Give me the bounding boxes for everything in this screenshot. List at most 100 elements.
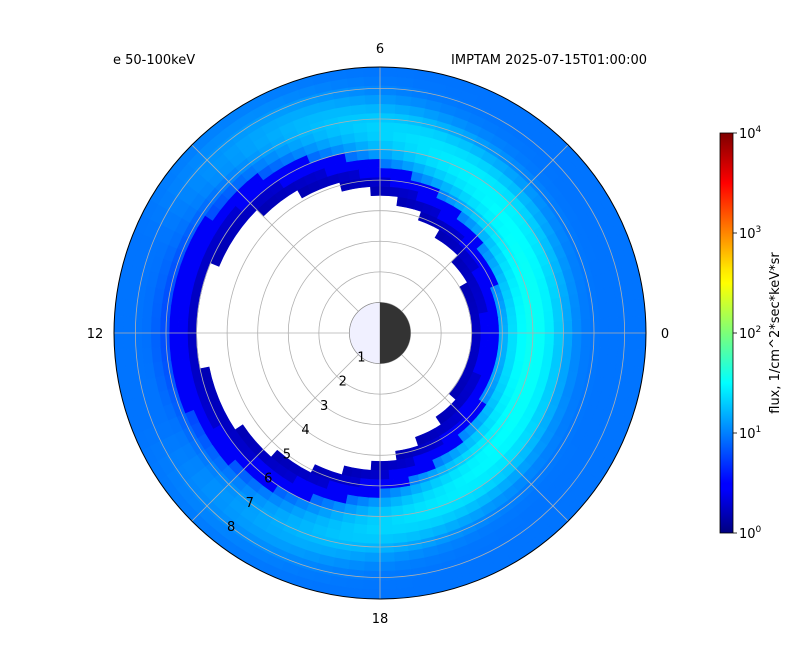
flux-cell: [471, 326, 482, 334]
flux-cell: [114, 314, 115, 334]
flux-cell: [505, 349, 517, 361]
flux-cell: [379, 552, 396, 563]
flux-cell: [360, 469, 372, 480]
flux-cell: [516, 341, 527, 353]
flux-cell: [389, 478, 401, 489]
flux-cell: [388, 459, 399, 471]
flux-cell: [392, 122, 408, 134]
flux-cell: [379, 497, 392, 508]
flux-cell: [570, 306, 582, 321]
flux-cell: [599, 332, 610, 349]
flux-cell: [160, 303, 172, 320]
flux-cell: [353, 131, 368, 143]
flux-cell: [379, 488, 392, 499]
flux-cell: [187, 320, 198, 334]
flux-cell: [352, 532, 368, 544]
flux-cell: [391, 149, 405, 161]
flux-cell: [365, 112, 381, 123]
flux-cell: [349, 550, 366, 563]
flux-cell: [617, 332, 628, 350]
mlt-tick-label: 0: [661, 327, 669, 342]
flux-cell: [379, 149, 393, 160]
flux-cell: [608, 317, 619, 334]
flux-cell: [159, 318, 170, 334]
flux-cell: [348, 560, 366, 572]
flux-cell: [348, 94, 366, 106]
radial-tick-label: 4: [301, 423, 309, 438]
flux-cell: [132, 316, 143, 334]
flux-cell: [590, 318, 601, 334]
flux-cell: [498, 332, 509, 342]
radial-tick-label: 6: [264, 472, 272, 487]
flux-cell: [150, 317, 161, 334]
flux-cell: [370, 469, 381, 481]
flux-cell: [553, 332, 564, 346]
radial-tick-label: 5: [283, 447, 291, 462]
flux-cell: [150, 302, 163, 319]
colorbar-gradient: [719, 132, 734, 534]
flux-cell: [534, 342, 546, 355]
flux-cell: [379, 506, 393, 517]
flux-cell: [187, 332, 198, 346]
flux-cell: [370, 460, 381, 471]
flux-cell: [356, 496, 370, 508]
flux-cell: [507, 332, 518, 343]
mlt-tick-label: 18: [372, 612, 389, 627]
flux-cell: [626, 332, 638, 351]
flux-cell: [379, 158, 392, 169]
flux-cell: [379, 67, 399, 68]
flux-cell: [141, 332, 152, 349]
flux-cell: [350, 113, 367, 125]
flux-cell: [367, 515, 381, 526]
flux-cell: [394, 103, 411, 116]
flux-cell: [363, 570, 381, 581]
flux-cell: [391, 514, 406, 526]
flux-cell: [355, 505, 369, 517]
flux-cell: [497, 340, 509, 351]
flux-cell: [645, 314, 646, 334]
flux-cell: [114, 332, 115, 352]
flux-cell: [496, 348, 508, 359]
flux-cell: [364, 94, 381, 105]
flux-cell: [379, 469, 390, 481]
flux-cell: [379, 460, 390, 471]
flux-cell: [349, 103, 366, 116]
flux-cell: [362, 67, 381, 78]
chart-title-right: IMPTAM 2025-07-15T01:00:00: [451, 53, 647, 68]
grid-spoke: [379, 144, 569, 334]
radial-tick-label: 2: [339, 375, 347, 390]
flux-cell: [379, 515, 393, 526]
flux-cell: [362, 75, 381, 87]
chart-title-left: e 50-100keV: [113, 53, 195, 68]
flux-cell: [506, 314, 518, 325]
flux-cell: [358, 487, 371, 499]
colorbar-ticks: 100 101 102 103 104: [733, 125, 762, 542]
flux-cell: [379, 588, 398, 599]
flux-cell: [168, 318, 179, 334]
flux-cell: [379, 534, 395, 545]
colorbar-tick-label: 101: [739, 425, 761, 442]
flux-cell: [516, 332, 528, 343]
flux-cell: [487, 347, 499, 357]
flux-cell: [608, 332, 619, 349]
flux-cell: [389, 487, 402, 499]
flux-cell: [488, 339, 500, 349]
flux-cell: [526, 322, 537, 334]
flux-cell: [379, 75, 398, 87]
flux-cell: [561, 344, 573, 359]
flux-cell: [553, 320, 564, 334]
flux-cell: [365, 121, 381, 132]
flux-cell: [177, 332, 189, 347]
flux-cell: [362, 588, 381, 599]
flux-cell: [159, 332, 170, 348]
flux-cell: [366, 130, 381, 142]
earth-dayside: [349, 302, 381, 364]
flux-cell: [534, 311, 546, 324]
flux-cell: [480, 325, 491, 334]
flux-cell: [562, 332, 573, 346]
flux-cell: [178, 306, 190, 321]
flux-cell: [379, 94, 396, 105]
flux-cell: [187, 344, 199, 359]
flux-cell: [579, 305, 591, 321]
flux-cell: [368, 158, 381, 169]
